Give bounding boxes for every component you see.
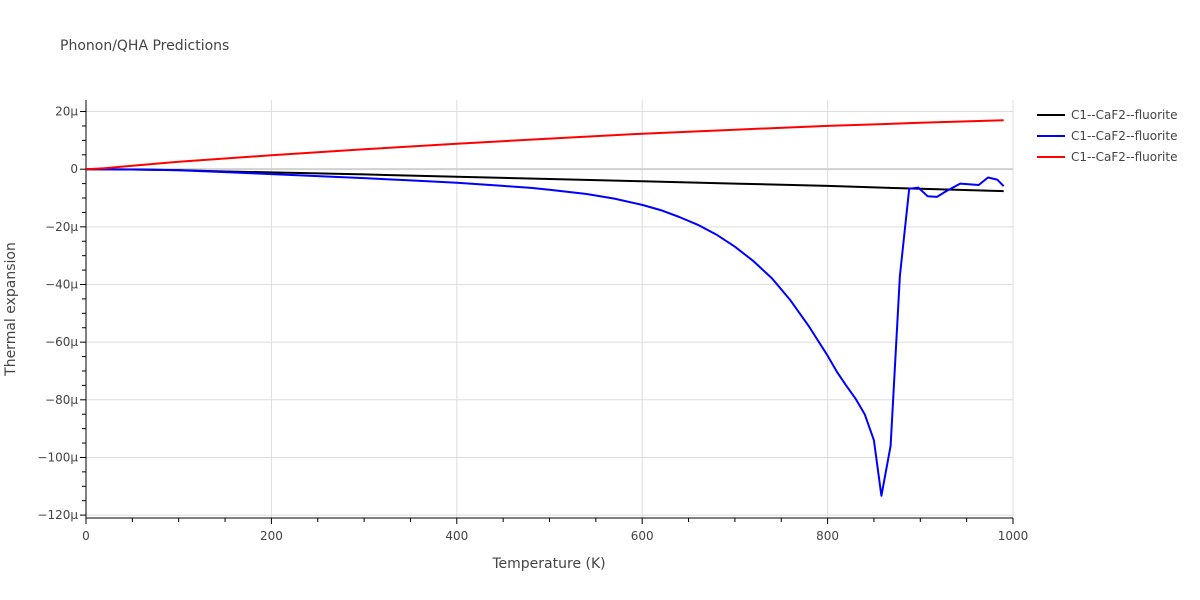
y-axis-title: Thermal expansion [3, 242, 19, 377]
series-line-2 [85, 119, 1004, 171]
x-tick-label: 1000 [998, 529, 1029, 543]
y-tick-label: 0 [70, 162, 78, 176]
axes [80, 100, 1014, 524]
y-tick-label: −60μ [45, 335, 78, 349]
x-tick-label: 200 [260, 529, 283, 543]
legend-item-2[interactable]: C1--CaF2--fluorite [1037, 150, 1177, 164]
y-tick-label: −80μ [45, 393, 78, 407]
y-tick-label: 20μ [55, 105, 78, 119]
legend-label: C1--CaF2--fluorite [1071, 108, 1177, 122]
y-tick-label: −100μ [37, 450, 78, 464]
y-tick-label: −20μ [45, 220, 78, 234]
legend-item-1[interactable]: C1--CaF2--fluorite [1037, 129, 1177, 143]
x-tick-label: 600 [631, 529, 654, 543]
legend[interactable]: C1--CaF2--fluorite C1--CaF2--fluorite C1--… [1037, 108, 1177, 164]
series-line-1 [85, 168, 1005, 497]
tick-labels: 0 200 400 600 800 1000 20μ 0 −20μ −40μ −60μ −80μ −10… [37, 105, 1028, 543]
x-tick-label: 800 [816, 529, 839, 543]
y-tick-label: −120μ [37, 508, 78, 522]
y-tick-label: −40μ [45, 277, 78, 291]
legend-label: C1--CaF2--fluorite [1071, 150, 1177, 164]
series-layer [85, 119, 1005, 497]
x-axis-title: Temperature (K) [491, 556, 605, 572]
grid [86, 100, 1014, 518]
legend-item-0[interactable]: C1--CaF2--fluorite [1037, 108, 1177, 122]
chart-title: Phonon/QHA Predictions [60, 38, 229, 54]
x-tick-label: 400 [445, 529, 468, 543]
x-tick-label: 0 [82, 529, 90, 543]
legend-label: C1--CaF2--fluorite [1071, 129, 1177, 143]
